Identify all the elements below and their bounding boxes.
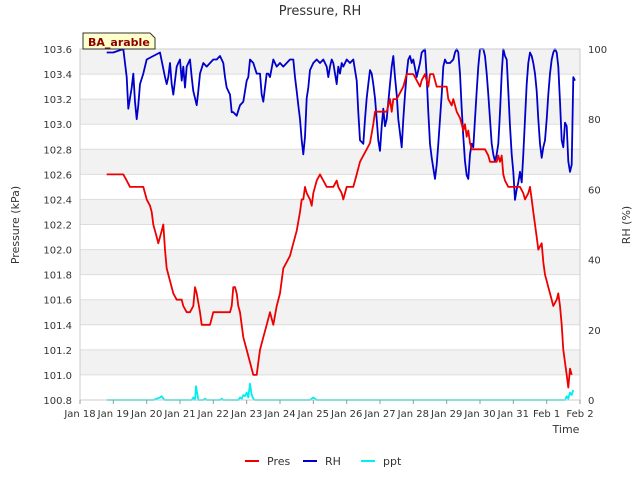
series-line-pres [106, 73, 573, 389]
grid-band [80, 299, 580, 325]
right-tick-label: 0 [588, 396, 594, 407]
left-tick-label: 101.6 [43, 296, 72, 307]
left-tick-label: 101.8 [43, 271, 72, 282]
badge-box [82, 32, 156, 50]
series-line-rh [106, 48, 576, 201]
x-tick-label: Jan 19 [97, 409, 129, 420]
left-tick-label: 101.2 [43, 346, 72, 357]
grid-band [80, 99, 580, 125]
x-tick-label: Jan 30 [463, 409, 495, 420]
x-axis-label: Time [552, 423, 580, 436]
right-tick-label: 60 [588, 185, 601, 196]
left-tick-label: 102.6 [43, 170, 72, 181]
chart-title: Pressure, RH [279, 4, 362, 19]
x-tick-label: Jan 27 [363, 409, 395, 420]
left-axis-ticks: 100.8 101.0 101.2 101.4 101.6 101.8 102.0 102.2… [43, 45, 72, 407]
y-axis-label-left: Pressure (kPa) [9, 186, 22, 264]
x-tick-label: Feb 2 [566, 409, 593, 420]
left-tick-label: 103.2 [43, 95, 72, 106]
grid-band [80, 274, 580, 300]
grid-band [80, 199, 580, 225]
legend-label-ppt: ppt [383, 455, 402, 468]
grid-band [80, 149, 580, 175]
left-tick-label: 101.0 [43, 371, 72, 382]
x-tick-label: Feb 1 [533, 409, 560, 420]
x-tick-label: Jan 26 [330, 409, 362, 420]
x-tick-label: Jan 24 [263, 409, 295, 420]
left-tick-label: 102.2 [43, 221, 72, 232]
left-tick-label: 103.4 [43, 70, 72, 81]
right-tick-label: 100 [588, 45, 607, 56]
legend-label-rh: RH [325, 455, 341, 468]
legend: Pres RH ppt [245, 455, 402, 468]
x-tick-label: Jan 23 [230, 409, 262, 420]
grid-band [80, 374, 580, 400]
y-axis-label-right: RH (%) [620, 206, 633, 244]
x-tick-label: Jan 22 [197, 409, 229, 420]
grid-band [80, 349, 580, 375]
grid-band [80, 249, 580, 275]
grid-band [80, 324, 580, 350]
plot-frame [79, 48, 581, 401]
x-tick-label: Jan 28 [397, 409, 429, 420]
right-tick-label: 80 [588, 115, 601, 126]
left-tick-label: 102.8 [43, 145, 72, 156]
x-tick-label: Jan 20 [130, 409, 162, 420]
axes [79, 48, 581, 401]
x-tick-label: Jan 18 [63, 409, 95, 420]
left-tick-label: 103.0 [43, 120, 72, 131]
x-tick-label: Jan 21 [163, 409, 195, 420]
x-axis-ticks: Jan 18 Jan 19 Jan 20 Jan 21 Jan 22 Jan 23 Jan … [63, 400, 594, 420]
left-tick-label: 102.0 [43, 246, 72, 257]
grid-band [80, 124, 580, 150]
grid-band [80, 74, 580, 100]
station-badge: BA_arable [82, 32, 156, 50]
right-tick-label: 40 [588, 256, 601, 267]
left-tick-label: 103.6 [43, 45, 72, 56]
plot-background [80, 48, 580, 401]
x-tick-label: Jan 25 [297, 409, 329, 420]
x-tick-label: Jan 29 [430, 409, 462, 420]
right-tick-label: 20 [588, 326, 601, 337]
badge-label: BA_arable [88, 36, 150, 49]
left-tick-label: 101.4 [43, 321, 72, 332]
left-tick-label: 102.4 [43, 195, 72, 206]
legend-label-pres: Pres [267, 455, 290, 468]
left-tick-label: 100.8 [43, 396, 72, 407]
x-tick-label: Jan 31 [497, 409, 529, 420]
right-axis-ticks: 0 20 40 60 80 100 [588, 45, 607, 407]
